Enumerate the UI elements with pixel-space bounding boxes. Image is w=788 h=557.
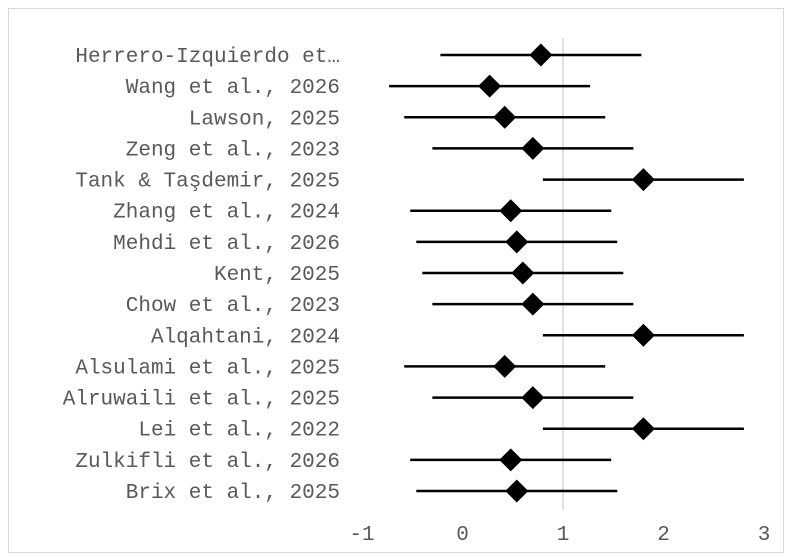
confidence-interval-layer	[389, 53, 744, 493]
estimate-marker-layer	[478, 43, 655, 503]
study-label: Alsulami et al., 2025	[75, 357, 340, 380]
estimate-diamond	[499, 448, 523, 472]
study-label: Alruwaili et al., 2025	[63, 389, 340, 412]
estimate-diamond	[521, 292, 545, 316]
study-label: Tank & Taşdemir, 2025	[75, 171, 340, 194]
estimate-diamond	[505, 230, 529, 254]
study-label: Wang et al., 2026	[126, 77, 340, 100]
study-label: Mehdi et al., 2026	[113, 233, 340, 256]
estimate-diamond	[521, 136, 545, 160]
study-label: Chow et al., 2023	[126, 295, 340, 318]
study-label: Lawson, 2025	[189, 108, 340, 131]
study-label: Brix et al., 2025	[126, 482, 340, 505]
estimate-diamond	[529, 43, 553, 67]
study-label-layer: Herrero-Izquierdo et… Wang et al., 2026 La…	[63, 46, 340, 505]
study-label: Herrero-Izquierdo et…	[75, 46, 340, 69]
estimate-diamond	[505, 479, 529, 503]
study-label: Lei et al., 2022	[138, 420, 340, 443]
x-tick-label: 0	[456, 524, 469, 547]
chart-frame	[8, 8, 784, 553]
estimate-diamond	[521, 386, 545, 410]
study-label: Zulkifli et al., 2026	[75, 451, 340, 474]
x-axis-tick-layer: -1 0 1 2 3	[349, 524, 770, 547]
study-label: Zeng et al., 2023	[126, 139, 340, 162]
estimate-diamond	[493, 354, 517, 378]
estimate-diamond	[631, 323, 655, 347]
estimate-diamond	[478, 74, 502, 98]
estimate-diamond	[511, 261, 535, 285]
x-tick-label: 2	[657, 524, 670, 547]
estimate-diamond	[493, 105, 517, 129]
study-label: Zhang et al., 2024	[113, 202, 340, 225]
study-label: Kent, 2025	[214, 264, 340, 287]
x-tick-label: 1	[557, 524, 570, 547]
estimate-diamond	[631, 417, 655, 441]
x-tick-label: 3	[758, 524, 771, 547]
estimate-diamond	[631, 168, 655, 192]
estimate-diamond	[499, 199, 523, 223]
study-label: Alqahtani, 2024	[151, 326, 340, 349]
x-tick-label: -1	[349, 524, 374, 547]
